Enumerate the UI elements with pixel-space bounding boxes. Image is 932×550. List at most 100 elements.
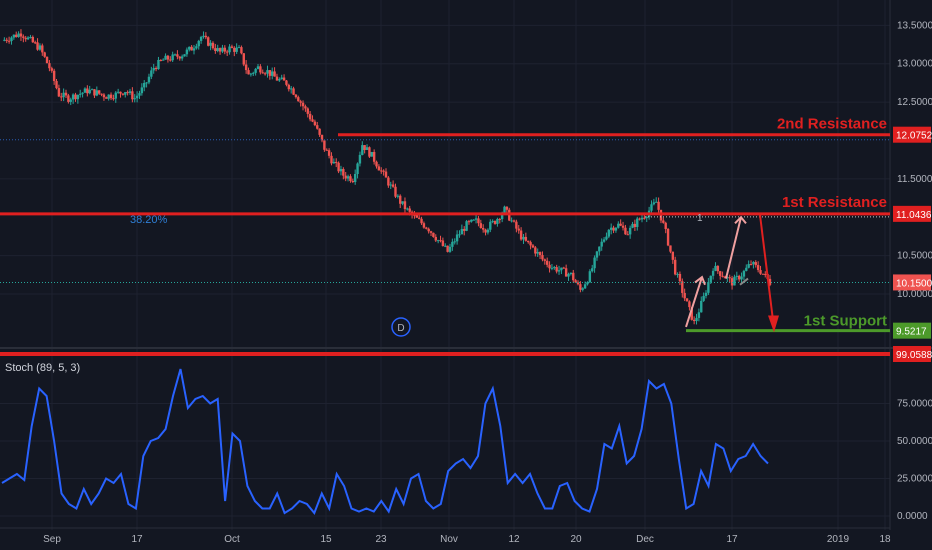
candle-body bbox=[451, 241, 454, 247]
candle-body bbox=[600, 241, 603, 247]
candle-body bbox=[19, 33, 23, 37]
candle-body bbox=[67, 95, 70, 102]
candle-body bbox=[380, 170, 383, 172]
forecast-arrow bbox=[759, 214, 775, 329]
candle-body bbox=[242, 53, 245, 65]
candle-body bbox=[306, 108, 309, 114]
candle-body bbox=[702, 295, 705, 301]
candle-body bbox=[192, 48, 196, 51]
candle-body bbox=[57, 88, 61, 97]
candle-body bbox=[5, 39, 8, 41]
candle-body bbox=[368, 147, 371, 157]
candle-body bbox=[197, 40, 200, 47]
candle-body bbox=[318, 128, 321, 135]
candle-body bbox=[515, 221, 518, 229]
x-tick-label: 23 bbox=[375, 534, 387, 545]
candle-body bbox=[394, 186, 397, 197]
candle-body bbox=[294, 94, 298, 98]
y-tick-label: 10.0000 bbox=[897, 289, 932, 300]
candle-body bbox=[17, 33, 20, 37]
candle-body bbox=[339, 169, 343, 172]
candle-body bbox=[721, 275, 724, 277]
candle-body bbox=[308, 113, 312, 120]
candle-body bbox=[569, 272, 573, 275]
candle-body bbox=[346, 176, 350, 179]
candle-body bbox=[69, 99, 72, 102]
candle-body bbox=[690, 307, 693, 320]
candle-body bbox=[207, 37, 210, 46]
candle-body bbox=[133, 98, 136, 100]
candle-body bbox=[484, 229, 487, 233]
candle-body bbox=[121, 93, 125, 95]
candle-body bbox=[588, 271, 592, 283]
tag-stoch-marker: 99.0588 bbox=[896, 350, 932, 361]
candle-body bbox=[356, 163, 359, 175]
candle-body bbox=[640, 217, 644, 220]
candle-body bbox=[486, 229, 490, 233]
candle-body bbox=[700, 300, 703, 313]
candle-body bbox=[420, 218, 423, 224]
candle-body bbox=[472, 219, 475, 221]
candle-body bbox=[199, 36, 203, 41]
candle-body bbox=[633, 223, 637, 227]
candle-body bbox=[10, 37, 13, 42]
candle-body bbox=[64, 92, 68, 96]
candle-body bbox=[363, 145, 366, 150]
candle-body bbox=[71, 94, 75, 100]
candle-body bbox=[55, 81, 58, 89]
candle-body bbox=[436, 240, 440, 242]
candle-body bbox=[259, 66, 262, 73]
candle-body bbox=[228, 46, 231, 53]
candle-body bbox=[441, 240, 445, 246]
candle-body bbox=[351, 181, 355, 183]
candle-body bbox=[173, 54, 177, 56]
candle-body bbox=[602, 239, 606, 242]
candle-body bbox=[479, 223, 483, 228]
candle-body bbox=[631, 223, 634, 228]
candle-body bbox=[145, 82, 148, 84]
candle-body bbox=[268, 70, 272, 76]
candle-body bbox=[116, 91, 120, 93]
candle-body bbox=[683, 292, 686, 299]
candle-body bbox=[493, 220, 497, 224]
label-1st-resistance: 1st Resistance bbox=[782, 194, 887, 211]
candle-body bbox=[221, 47, 224, 52]
candle-body bbox=[311, 119, 314, 122]
candle-body bbox=[638, 218, 641, 220]
x-tick-label: 2019 bbox=[827, 534, 850, 545]
candle-body bbox=[204, 35, 208, 38]
candle-body bbox=[666, 229, 670, 246]
candle-body bbox=[140, 87, 144, 94]
x-tick-label: 20 bbox=[570, 534, 582, 545]
x-tick-label: Nov bbox=[440, 534, 458, 545]
candle-body bbox=[169, 59, 172, 61]
candle-body bbox=[107, 94, 110, 99]
candle-body bbox=[621, 225, 625, 228]
candle-body bbox=[628, 227, 632, 235]
candle-body bbox=[527, 240, 530, 243]
candle-body bbox=[76, 94, 80, 100]
candle-body bbox=[477, 218, 480, 224]
candle-body bbox=[188, 46, 191, 50]
candle-body bbox=[496, 218, 499, 224]
candle-body bbox=[22, 36, 25, 38]
candle-body bbox=[695, 317, 698, 322]
candle-body bbox=[697, 312, 701, 318]
candle-body bbox=[43, 52, 46, 57]
y-tick-label: 10.5000 bbox=[897, 251, 932, 262]
candle-body bbox=[662, 220, 665, 223]
candle-body bbox=[614, 227, 618, 231]
candle-body bbox=[730, 278, 734, 286]
candle-body bbox=[304, 106, 307, 109]
candle-body bbox=[645, 217, 648, 219]
candle-body bbox=[510, 220, 513, 222]
candle-body bbox=[254, 68, 257, 73]
candle-body bbox=[102, 94, 106, 98]
candle-body bbox=[643, 217, 646, 219]
candle-body bbox=[676, 273, 679, 275]
candle-body bbox=[524, 236, 528, 241]
label-2nd-resistance: 2nd Resistance bbox=[777, 116, 887, 133]
candle-body bbox=[282, 77, 286, 81]
candle-body bbox=[353, 174, 357, 182]
forecast-arrow-head bbox=[768, 315, 779, 333]
